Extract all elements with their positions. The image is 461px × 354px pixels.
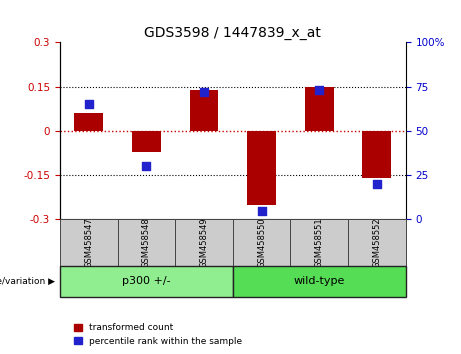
Bar: [175, 219, 233, 266]
Bar: [290, 219, 348, 266]
Text: wild-type: wild-type: [294, 276, 345, 286]
Bar: [74, 113, 103, 131]
Text: GSM458550: GSM458550: [257, 217, 266, 268]
Point: [373, 181, 381, 187]
Text: GSM458552: GSM458552: [372, 217, 381, 268]
Point: [315, 87, 323, 93]
Bar: [233, 219, 290, 266]
Bar: [233, 266, 406, 297]
Bar: [60, 219, 118, 266]
Text: genotype/variation ▶: genotype/variation ▶: [0, 277, 55, 286]
Point: [142, 164, 150, 169]
Text: GSM458551: GSM458551: [315, 217, 324, 268]
Point: [200, 89, 207, 95]
Text: GSM458549: GSM458549: [200, 217, 208, 268]
Point: [85, 102, 92, 107]
Point: [258, 208, 266, 213]
Text: p300 +/-: p300 +/-: [122, 276, 171, 286]
Bar: [189, 90, 219, 131]
Bar: [132, 131, 161, 152]
Text: GSM458548: GSM458548: [142, 217, 151, 268]
Bar: [60, 266, 233, 297]
Bar: [348, 219, 406, 266]
Bar: [305, 87, 334, 131]
Bar: [247, 131, 276, 205]
Text: GSM458547: GSM458547: [84, 217, 93, 268]
Bar: [362, 131, 391, 178]
Legend: transformed count, percentile rank within the sample: transformed count, percentile rank withi…: [74, 324, 242, 346]
Bar: [118, 219, 175, 266]
Title: GDS3598 / 1447839_x_at: GDS3598 / 1447839_x_at: [144, 26, 321, 40]
